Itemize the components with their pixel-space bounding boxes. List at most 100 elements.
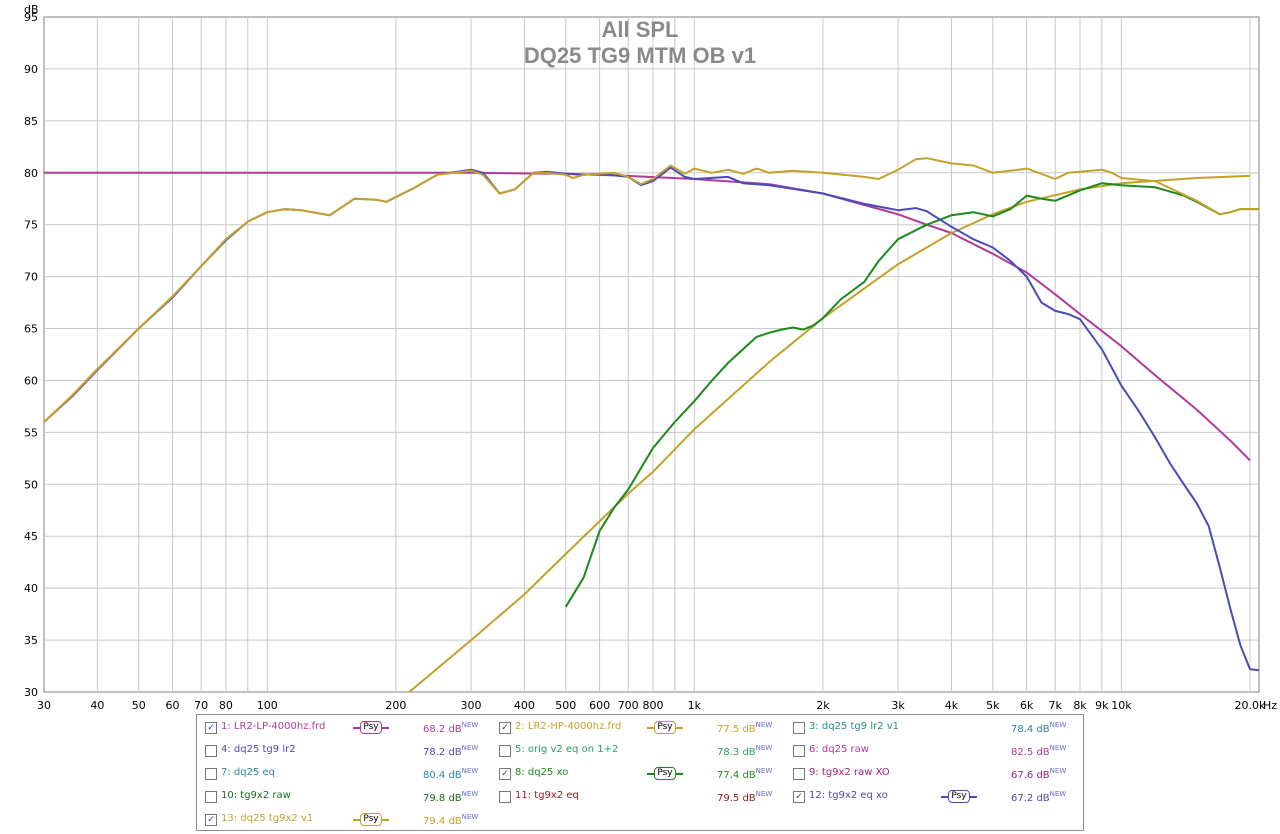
chart-title: All SPL [601,17,678,42]
x-tick-label: 10k [1111,699,1132,712]
chart-subtitle: DQ25 TG9 MTM OB v1 [524,43,756,68]
legend-item: ✓ 1: LR2-LP-4000hz.frd Psy 68.2 dBNEW [205,718,491,738]
y-tick-labels: 30 35 40 45 50 55 60 65 70 75 80 85 90 95 [24,11,38,699]
legend-label: 11: tg9x2 eq [515,790,579,801]
legend-checkbox[interactable]: ✓ [793,791,805,803]
plot-area [43,16,1260,693]
series-line-5 [43,157,1259,423]
legend-checkbox[interactable] [793,768,805,780]
legend-checkbox[interactable]: ✓ [499,722,511,734]
x-tick-label: 6k [1020,699,1034,712]
legend-label: 5: orig v2 eq on 1+2 [515,744,619,755]
legend-value: 80.4 dBNEW [423,767,478,781]
legend-item: ✓ 2: LR2-HP-4000hz.frd Psy 77.5 dBNEW [499,718,785,738]
legend-checkbox[interactable] [499,791,511,803]
new-tag: NEW [461,744,479,752]
line-style-swatch[interactable]: Psy [941,790,977,803]
new-tag: NEW [461,813,479,821]
line-style-swatch[interactable]: Psy [353,721,389,734]
legend-item: 10: tg9x2 raw 79.8 dBNEW [205,787,491,807]
y-tick-label: 80 [24,167,38,180]
legend-value: 78.4 dBNEW [1011,721,1066,735]
line-style-swatch[interactable]: Psy [353,813,389,826]
legend-item: ✓ 13: dq25 tg9x2 v1 Psy 79.4 dBNEW [205,810,491,830]
psy-label: Psy [654,721,676,734]
x-tick-label: 600 [589,699,610,712]
x-tick-label: 400 [514,699,535,712]
legend-item: 4: dq25 tg9 lr2 78.2 dBNEW [205,741,491,761]
x-tick-label: 70 [194,699,208,712]
y-tick-label: 65 [24,323,38,336]
legend-checkbox[interactable]: ✓ [499,768,511,780]
new-tag: NEW [755,721,773,729]
line-style-swatch[interactable]: Psy [647,767,683,780]
x-tick-label: 3k [891,699,905,712]
new-tag: NEW [1049,721,1067,729]
psy-label: Psy [360,721,382,734]
legend-value-text: 78.4 dB [1011,724,1050,735]
legend-checkbox[interactable] [205,791,217,803]
y-tick-label: 45 [24,530,38,543]
legend-item: ✓ 12: tg9x2 eq xo Psy 67.2 dBNEW [793,787,1079,807]
x-tick-label: 5k [986,699,1000,712]
legend-value: 79.5 dBNEW [717,790,772,804]
legend-label: 2: LR2-HP-4000hz.frd [515,721,622,732]
legend-value-text: 82.5 dB [1011,747,1050,758]
x-tick-label: 100 [257,699,278,712]
new-tag: NEW [755,790,773,798]
x-tick-label: 50 [132,699,146,712]
legend-checkbox[interactable] [793,745,805,757]
x-tick-label: 4k [945,699,959,712]
legend-value: 77.4 dBNEW [717,767,772,781]
new-tag: NEW [461,790,479,798]
legend-label: 4: dq25 tg9 lr2 [221,744,296,755]
psy-label: Psy [948,790,970,803]
legend-value-text: 78.2 dB [423,747,462,758]
legend-value: 67.6 dBNEW [1011,767,1066,781]
legend-value-text: 79.5 dB [717,793,756,804]
legend-label: 9: tg9x2 raw XO [809,767,890,778]
legend-item: ✓ 8: dq25 xo Psy 77.4 dBNEW [499,764,785,784]
legend-checkbox[interactable] [793,722,805,734]
legend-value: 77.5 dBNEW [717,721,772,735]
y-tick-label: 90 [24,63,38,76]
legend-checkbox[interactable] [205,745,217,757]
legend-value-text: 67.2 dB [1011,793,1050,804]
grid-lines [44,17,1259,692]
y-tick-label: 50 [24,478,38,491]
line-style-swatch[interactable]: Psy [647,721,683,734]
x-axis-unit: Hz [1263,699,1277,712]
x-tick-label: 700 [618,699,639,712]
y-tick-label: 35 [24,634,38,647]
new-tag: NEW [461,767,479,775]
y-tick-label: 60 [24,374,38,387]
spl-chart: 30 35 40 45 50 55 60 65 70 75 80 85 90 95 30 40 50 60 70 8… [24,3,1277,712]
legend-item: 6: dq25 raw 82.5 dBNEW [793,741,1079,761]
legend-checkbox[interactable]: ✓ [205,814,217,826]
legend-label: 3: dq25 tg9 lr2 v1 [809,721,900,732]
new-tag: NEW [1049,790,1067,798]
x-tick-label: 40 [90,699,104,712]
x-tick-label: 9k [1095,699,1109,712]
psy-label: Psy [654,767,676,780]
y-tick-label: 70 [24,271,38,284]
legend-item: 7: dq25 eq 80.4 dBNEW [205,764,491,784]
x-tick-label: 80 [219,699,233,712]
legend-label: 10: tg9x2 raw [221,790,291,801]
legend-checkbox[interactable] [499,745,511,757]
legend-checkbox[interactable] [205,768,217,780]
legend-checkbox[interactable]: ✓ [205,722,217,734]
legend-value-text: 77.5 dB [717,724,756,735]
y-tick-label: 95 [24,11,38,24]
legend-value-text: 78.3 dB [717,747,756,758]
x-tick-label: 30 [37,699,51,712]
y-tick-label: 30 [24,686,38,699]
new-tag: NEW [1049,767,1067,775]
x-tick-label: 300 [461,699,482,712]
x-tick-label: 800 [642,699,663,712]
series-lines [43,157,1260,693]
legend-label: 7: dq25 eq [221,767,276,778]
legend-value: 78.2 dBNEW [423,744,478,758]
new-tag: NEW [1049,744,1067,752]
legend-value-text: 79.4 dB [423,816,462,827]
